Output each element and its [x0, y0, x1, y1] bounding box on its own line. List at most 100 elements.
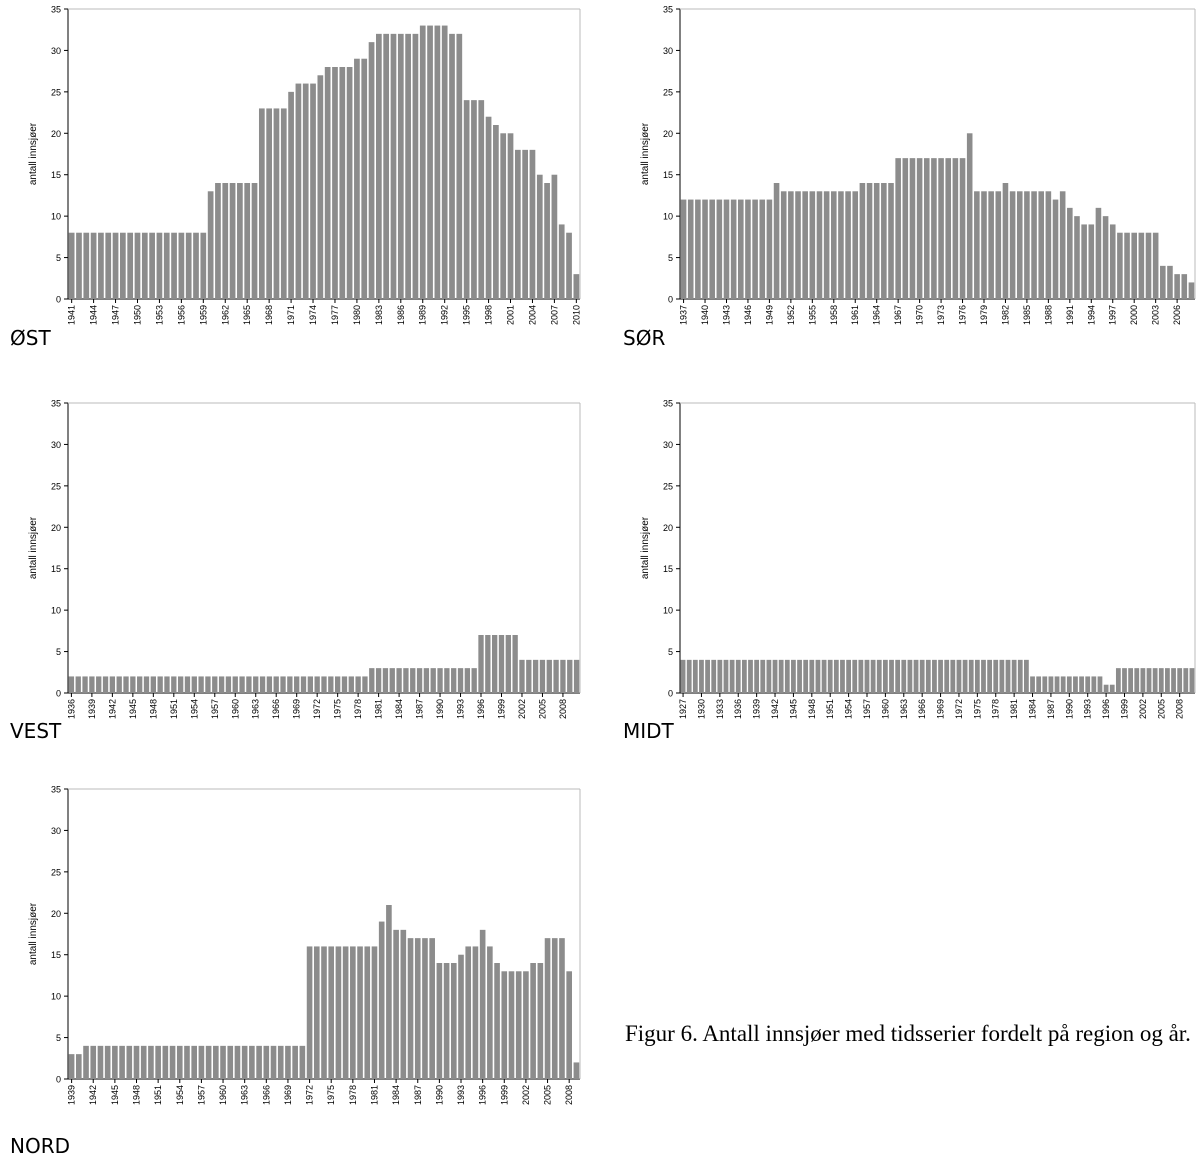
bar [389, 668, 395, 693]
bar [788, 191, 794, 299]
bar [148, 1045, 154, 1079]
bar [778, 659, 784, 693]
bar [83, 232, 90, 299]
bar [76, 232, 82, 299]
y-tick-label: 25 [663, 87, 673, 97]
bar [184, 1045, 190, 1079]
x-tick-label: 1995 [462, 305, 472, 325]
bar [292, 1045, 298, 1079]
bar [116, 676, 122, 693]
x-tick-label: 2000 [1129, 305, 1139, 325]
bar [328, 676, 334, 693]
x-tick-label: 1983 [374, 305, 384, 325]
bar [500, 133, 507, 299]
bar [225, 676, 232, 693]
bar [1140, 668, 1146, 693]
bar [427, 25, 433, 299]
y-tick-label: 15 [51, 950, 61, 960]
bar [191, 1045, 197, 1079]
bar [89, 676, 95, 693]
y-tick-label: 10 [51, 992, 61, 1002]
bar [974, 659, 980, 693]
bar [342, 946, 349, 1079]
bar [858, 659, 864, 693]
x-tick-label: 1980 [352, 305, 362, 325]
bar [717, 659, 723, 693]
bar [1167, 265, 1173, 299]
bar [551, 174, 558, 299]
bar [82, 676, 88, 693]
bar [450, 963, 457, 1079]
x-tick-label: 1942 [107, 699, 117, 719]
bar [925, 659, 931, 693]
bar [465, 946, 472, 1079]
x-tick-label: 1954 [844, 699, 854, 719]
bar [430, 668, 436, 693]
bar [809, 191, 816, 299]
x-tick-label: 1972 [305, 1085, 315, 1105]
bar [895, 659, 901, 693]
bar [537, 963, 544, 1079]
x-tick-label: 1954 [175, 1085, 185, 1105]
x-tick-label: 2005 [543, 1085, 553, 1105]
x-tick-label: 1997 [1108, 305, 1118, 325]
bar [429, 938, 435, 1079]
x-tick-label: 1999 [499, 1085, 509, 1105]
x-tick-label: 1992 [440, 305, 450, 325]
y-tick-label: 5 [668, 647, 673, 657]
bar [1030, 676, 1035, 693]
bar [888, 183, 894, 299]
bar [205, 676, 211, 693]
bar [328, 946, 335, 1079]
bar [1128, 668, 1134, 693]
bar [444, 668, 450, 693]
bar [797, 659, 802, 693]
bar [981, 659, 986, 693]
bar [229, 183, 236, 299]
y-tick-label: 35 [51, 785, 61, 795]
region-label-nord: NORD [10, 1134, 70, 1158]
bar [1073, 676, 1078, 693]
y-tick-label: 0 [56, 1075, 61, 1085]
bar [410, 668, 416, 693]
x-tick-label: 1960 [230, 699, 240, 719]
bar [852, 659, 858, 693]
bar [1024, 191, 1030, 299]
bar [1002, 183, 1009, 299]
y-tick-label: 15 [51, 170, 61, 180]
bar [1042, 676, 1048, 693]
x-tick-label: 1975 [326, 1085, 336, 1105]
x-tick-label: 1945 [788, 699, 798, 719]
x-tick-label: 1978 [353, 699, 363, 719]
bar [212, 676, 218, 693]
chart-panel-midt: 0 5 10 15 20 25 30 35 antall innsjøer 1927 1930 193… [614, 394, 1202, 724]
bar [97, 1045, 104, 1079]
bar [866, 183, 873, 299]
y-tick-label: 25 [51, 481, 61, 491]
y-tick-label: 25 [663, 481, 673, 491]
bar [335, 946, 342, 1079]
bar [177, 676, 184, 693]
bar [441, 25, 448, 299]
bar [945, 158, 952, 299]
bar [881, 183, 887, 299]
x-tick-label: 1945 [110, 1085, 120, 1105]
bar [573, 659, 580, 693]
bar [207, 191, 214, 299]
bar [149, 232, 155, 299]
y-tick-label: 20 [51, 909, 61, 919]
x-tick-label: 1936 [66, 699, 76, 719]
y-axis-label: antall innsjøer [28, 902, 39, 965]
bar [273, 676, 279, 693]
x-tick-label: 1990 [434, 1085, 444, 1105]
bar [357, 946, 363, 1079]
x-tick-label: 1942 [88, 1085, 98, 1105]
bar [266, 676, 273, 693]
bar [285, 1045, 291, 1079]
bar [346, 67, 353, 299]
bar [383, 33, 390, 300]
bar [1183, 668, 1189, 693]
x-tick-label: 1957 [210, 699, 220, 719]
bar [306, 946, 313, 1079]
